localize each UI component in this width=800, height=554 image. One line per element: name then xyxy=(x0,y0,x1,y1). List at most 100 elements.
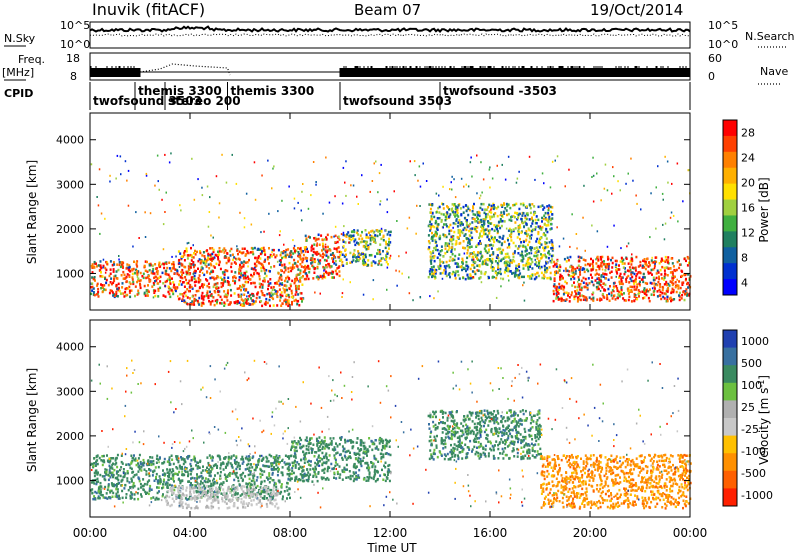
range-cell xyxy=(104,277,106,280)
range-cell xyxy=(495,256,498,259)
range-cell xyxy=(482,232,485,236)
range-cell xyxy=(192,244,194,247)
range-cell xyxy=(439,253,442,257)
range-cell xyxy=(615,263,618,266)
range-cell xyxy=(627,274,630,278)
range-cell xyxy=(293,262,296,265)
range-cell xyxy=(502,248,505,252)
range-cell xyxy=(121,286,124,289)
range-cell xyxy=(507,203,510,206)
range-cell xyxy=(305,266,308,269)
range-cell xyxy=(661,285,664,289)
range-cell xyxy=(115,485,118,488)
range-cell xyxy=(587,277,590,280)
range-cell xyxy=(442,255,445,258)
range-cell xyxy=(124,291,127,294)
range-cell xyxy=(283,284,286,287)
range-cell xyxy=(338,250,341,254)
range-cell xyxy=(624,299,627,302)
range-cell xyxy=(553,283,556,286)
range-cell xyxy=(354,254,356,257)
range-cell xyxy=(575,233,578,235)
range-cell xyxy=(545,266,548,270)
range-cell xyxy=(146,294,149,297)
range-cell xyxy=(678,291,681,295)
range-cell xyxy=(152,470,154,473)
range-cell xyxy=(422,162,424,165)
range-cell xyxy=(622,297,625,300)
range-cell xyxy=(304,248,306,251)
range-cell xyxy=(519,202,522,206)
range-cell xyxy=(662,278,665,281)
range-cell xyxy=(667,288,670,292)
range-cell xyxy=(275,468,278,471)
range-cell xyxy=(431,235,433,239)
range-cell xyxy=(650,268,653,272)
range-cell xyxy=(297,260,299,263)
range-cell xyxy=(102,454,105,458)
range-cell xyxy=(186,457,189,460)
range-cell xyxy=(289,253,292,257)
range-cell xyxy=(275,485,278,489)
range-cell xyxy=(513,216,516,219)
range-cell xyxy=(659,268,662,272)
range-cell xyxy=(579,266,582,269)
range-cell xyxy=(446,211,449,214)
range-cell xyxy=(167,478,170,482)
range-cell xyxy=(555,288,558,292)
range-cell xyxy=(473,217,476,221)
range-cell xyxy=(109,491,112,494)
range-cell xyxy=(161,486,163,490)
range-cell xyxy=(278,461,281,464)
range-cell xyxy=(122,277,125,280)
range-cell xyxy=(477,269,480,272)
range-cell xyxy=(497,267,499,271)
range-cell xyxy=(175,466,178,469)
range-cell xyxy=(305,246,307,249)
range-cell xyxy=(145,172,148,175)
range-cell xyxy=(501,163,503,166)
range-cell xyxy=(271,296,274,299)
range-cell xyxy=(530,277,533,280)
range-cell xyxy=(508,262,511,265)
range-cell xyxy=(552,299,555,303)
range-cell xyxy=(508,264,511,268)
range-cell xyxy=(626,245,628,248)
range-cell xyxy=(187,270,190,273)
range-cell xyxy=(120,173,122,176)
range-cell xyxy=(550,254,553,258)
range-cell xyxy=(562,237,565,240)
range-cell xyxy=(107,496,110,499)
range-cell xyxy=(659,283,662,286)
range-cell xyxy=(235,300,238,303)
range-cell xyxy=(548,241,551,244)
range-cell xyxy=(93,265,96,269)
range-cell xyxy=(93,276,96,279)
range-cell xyxy=(300,249,303,252)
range-cell xyxy=(522,244,525,248)
range-cell xyxy=(406,227,409,230)
range-cell xyxy=(607,278,610,281)
range-cell xyxy=(365,234,368,238)
range-cell xyxy=(444,272,447,275)
range-cell xyxy=(248,477,251,481)
range-cell xyxy=(172,292,175,296)
range-cell xyxy=(481,262,484,266)
range-cell xyxy=(153,479,156,482)
range-cell xyxy=(297,287,300,291)
range-cell xyxy=(169,281,171,284)
range-cell xyxy=(636,202,638,205)
range-cell xyxy=(553,278,556,281)
range-cell xyxy=(307,207,310,210)
range-cell xyxy=(322,244,324,247)
range-cell xyxy=(251,247,254,250)
range-cell xyxy=(157,482,160,485)
range-cell xyxy=(472,276,474,278)
range-cell xyxy=(323,266,326,270)
range-cell xyxy=(676,260,679,264)
range-cell xyxy=(359,234,362,237)
range-cell xyxy=(517,213,520,217)
range-cell xyxy=(365,263,368,266)
range-cell xyxy=(335,248,338,251)
range-cell xyxy=(228,473,231,476)
